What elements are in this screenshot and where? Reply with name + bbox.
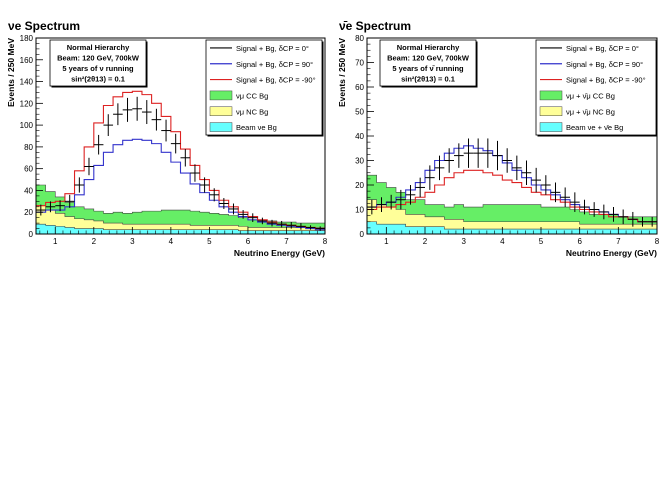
chart-panel-0: νe Spectrum 0 20 40 60 80 100 120 140 160 180 1 2 3 4 5…	[6, 19, 328, 258]
background-area-1	[366, 199, 658, 235]
x-tick-label: 6	[246, 237, 251, 246]
info-line: sin²(2θ13) = 0.1	[401, 75, 455, 84]
x-tick-label: 4	[169, 237, 174, 246]
info-line: Beam: 120 GeV, 700kW	[57, 54, 140, 63]
info-line: Normal Hierarchy	[397, 43, 460, 52]
series-line-2	[36, 90, 325, 230]
y-tick-label: 30	[355, 157, 364, 166]
y-tick-label: 140	[20, 78, 34, 87]
y-tick-label: 80	[355, 34, 364, 43]
x-tick-label: 7	[616, 237, 621, 246]
info-box	[49, 39, 147, 87]
info-line: sin²(2θ13) = 0.1	[71, 75, 125, 84]
x-tick-label: 2	[92, 237, 97, 246]
legend-box	[205, 39, 323, 136]
y-tick-label: 40	[24, 186, 33, 195]
info-line: Beam: 120 GeV, 700kW	[387, 54, 470, 63]
legend-swatch-box-3	[539, 90, 563, 101]
series-line-2	[367, 169, 657, 223]
x-tick-label: 2	[423, 237, 428, 246]
chart-panel-1: ν̄e Spectrum 0 10 20 30 40 50 60 70 80 1 2 3 4 5 6 7 8 Neu…	[337, 19, 660, 258]
legend-swatch-box-4	[209, 106, 233, 116]
y-tick-label: 10	[355, 206, 364, 215]
background-area-0	[35, 223, 326, 235]
x-tick-label: 7	[284, 237, 289, 246]
legend-entry-4: νμ NC Bg	[236, 107, 268, 116]
y-tick-label: 120	[20, 99, 34, 108]
info-box	[379, 39, 477, 87]
y-tick-label: 0	[360, 230, 365, 239]
y-tick-label: 40	[355, 132, 364, 141]
x-tick-label: 3	[130, 237, 135, 246]
series-points-0	[367, 138, 657, 227]
y-tick-label: 160	[20, 56, 34, 65]
x-tick-label: 4	[500, 237, 505, 246]
y-tick-label: 20	[24, 208, 33, 217]
legend-entry-3: νμ + ν̄μ CC Bg	[566, 91, 615, 100]
y-tick-label: 100	[20, 121, 34, 130]
y-tick-label: 0	[29, 230, 34, 239]
x-axis-label: Neutrino Energy (GeV)	[234, 248, 325, 258]
legend-entry-3: νμ CC Bg	[236, 91, 268, 100]
legend-entry-0: Signal + Bg, δCP = 0°	[236, 44, 309, 53]
y-tick-label: 80	[24, 143, 33, 152]
x-tick-label: 3	[461, 237, 466, 246]
x-tick-label: 6	[577, 237, 582, 246]
legend-swatch-box-3	[209, 90, 233, 101]
legend-entry-2: Signal + Bg, δCP = -90°	[236, 76, 316, 85]
info-line: 5 years of ν̄ running	[392, 64, 464, 73]
y-tick-label: 70	[355, 59, 364, 68]
legend-entry-5: Beam νe Bg	[236, 123, 277, 132]
legend-swatch-box-5	[539, 122, 563, 132]
legend-swatch-box-5	[209, 122, 233, 132]
info-line: Normal Hierarchy	[67, 43, 130, 52]
background-area-1	[35, 205, 326, 235]
y-tick-label: 60	[355, 83, 364, 92]
legend-swatch-box-4	[539, 106, 563, 116]
legend-entry-4: νμ + ν̄μ NC Bg	[566, 107, 615, 116]
x-axis-label: Neutrino Energy (GeV)	[566, 248, 657, 258]
series-points-0	[36, 96, 325, 231]
info-line: 5 years of ν running	[62, 64, 134, 73]
y-tick-label: 50	[355, 108, 364, 117]
y-tick-label: 20	[355, 181, 364, 190]
x-tick-label: 5	[539, 237, 544, 246]
legend-entry-0: Signal + Bg, δCP = 0°	[566, 44, 639, 53]
x-tick-label: 1	[384, 237, 389, 246]
x-tick-label: 5	[207, 237, 212, 246]
legend-entry-1: Signal + Bg, δCP = 90°	[566, 60, 643, 69]
legend-entry-1: Signal + Bg, δCP = 90°	[236, 60, 313, 69]
legend-entry-5: Beam νe + ν̄e Bg	[566, 123, 623, 132]
x-tick-label: 8	[323, 237, 328, 246]
y-axis-label: Events / 250 MeV	[337, 38, 347, 107]
legend-box	[535, 39, 657, 136]
y-tick-label: 180	[20, 34, 34, 43]
y-tick-label: 60	[24, 165, 33, 174]
chart-title: ν̄e Spectrum	[339, 19, 411, 33]
y-axis-label: Events / 250 MeV	[6, 38, 16, 107]
legend-entry-2: Signal + Bg, δCP = -90°	[566, 76, 646, 85]
x-tick-label: 1	[53, 237, 58, 246]
chart-title: νe Spectrum	[8, 19, 80, 33]
x-tick-label: 8	[655, 237, 660, 246]
